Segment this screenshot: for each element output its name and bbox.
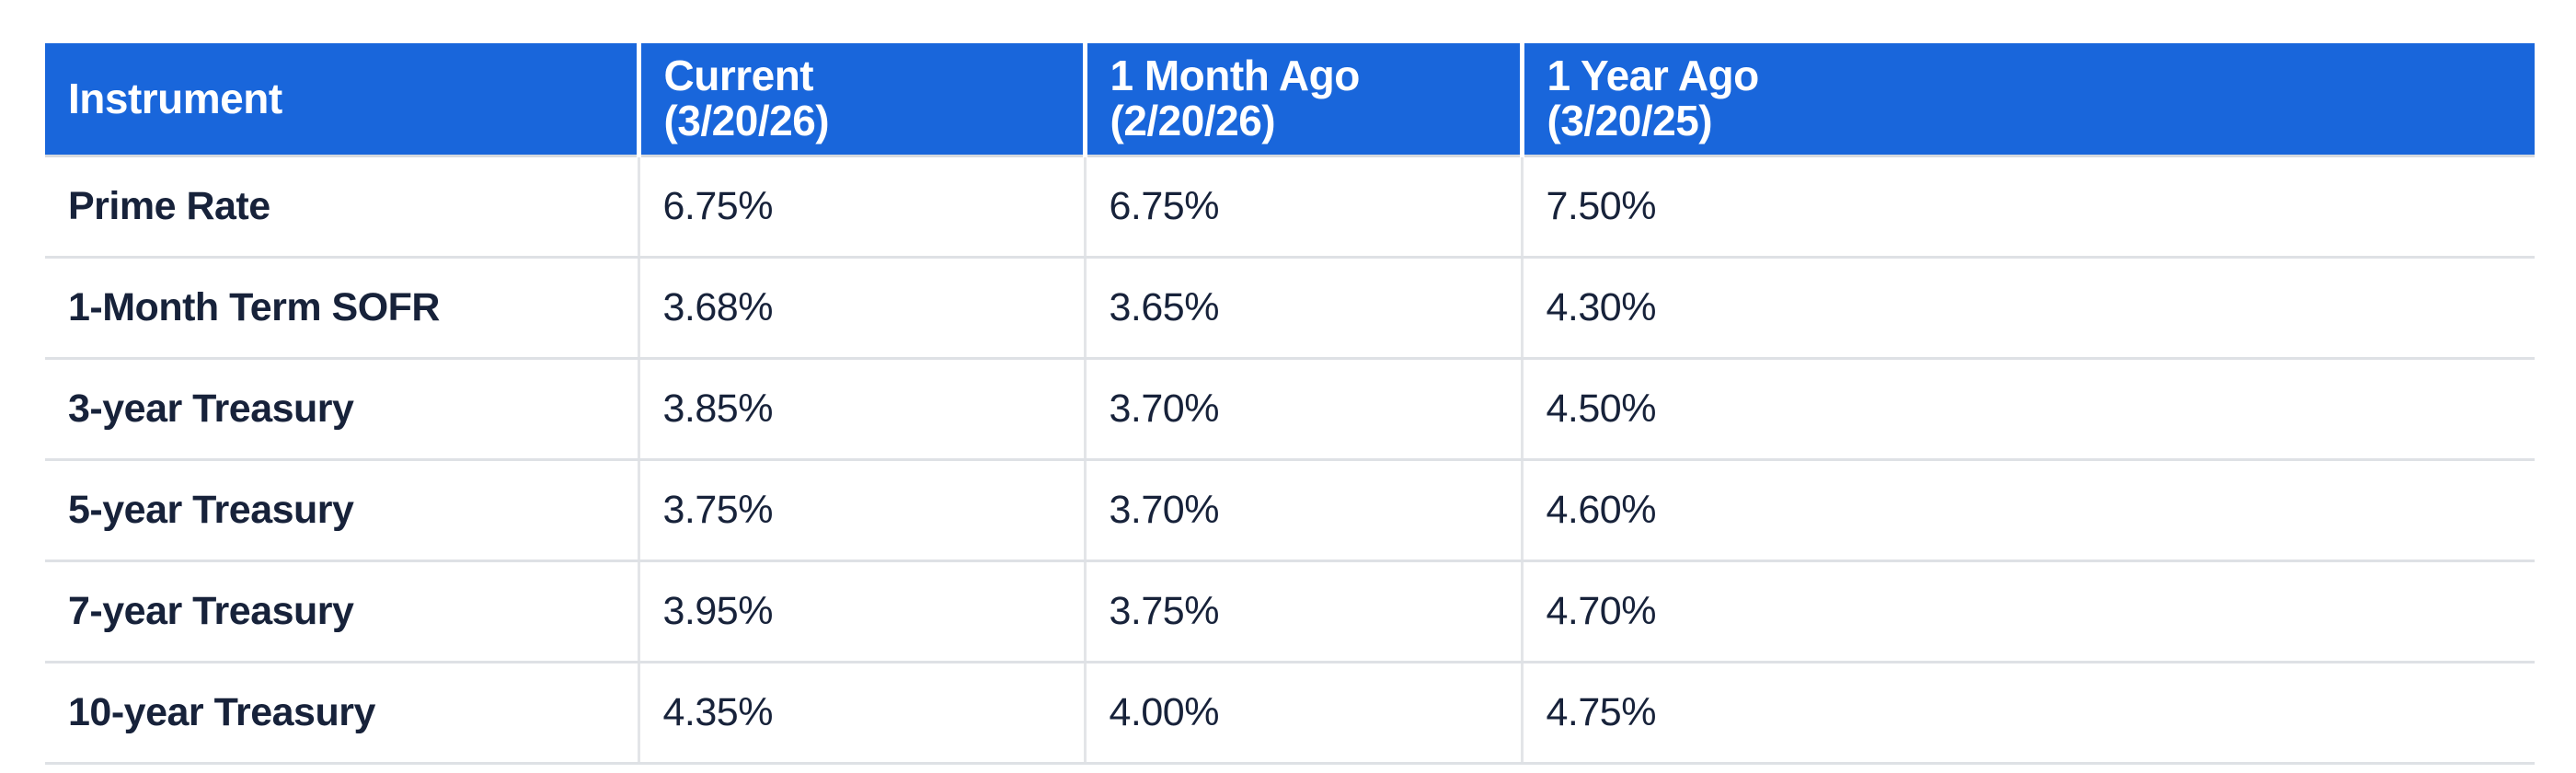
- table-row-1-month-term-sofr: 1-Month Term SOFR 3.68% 3.65% 4.30%: [45, 257, 2535, 360]
- rate-cell-month-ago: 3.65%: [1085, 257, 1524, 360]
- rate-cell-year-ago: 4.30%: [1522, 257, 2535, 360]
- rate-cell-current: 3.75%: [638, 459, 1087, 562]
- rate-cell-current: 4.35%: [638, 662, 1087, 765]
- rate-cell-year-ago: 7.50%: [1522, 156, 2535, 259]
- rates-table: Instrument Current (3/20/26) 1 Month Ago…: [45, 43, 2535, 765]
- rate-cell-current: 3.85%: [638, 358, 1087, 461]
- col-header-year-ago: 1 Year Ago (3/20/25): [1522, 43, 2535, 157]
- table-row-10-year-treasury: 10-year Treasury 4.35% 4.00% 4.75%: [45, 662, 2535, 765]
- rate-cell-current: 6.75%: [638, 156, 1087, 259]
- col-header-label: 1 Month Ago: [1110, 52, 1361, 100]
- instrument-cell: 7-year Treasury: [45, 560, 640, 663]
- table-row-5-year-treasury: 5-year Treasury 3.75% 3.70% 4.60%: [45, 459, 2535, 562]
- instrument-cell: 5-year Treasury: [45, 459, 640, 562]
- rate-cell-current: 3.68%: [638, 257, 1087, 360]
- rate-cell-year-ago: 4.50%: [1522, 358, 2535, 461]
- col-header-instrument: Instrument: [45, 43, 641, 157]
- header-row: Instrument Current (3/20/26) 1 Month Ago…: [45, 43, 2535, 157]
- instrument-cell: Prime Rate: [45, 156, 640, 259]
- rate-cell-month-ago: 6.75%: [1085, 156, 1524, 259]
- col-header-label: Instrument: [68, 74, 282, 122]
- col-header-date: (2/20/26): [1110, 97, 1276, 145]
- table-row-prime-rate: Prime Rate 6.75% 6.75% 7.50%: [45, 156, 2535, 259]
- rate-cell-year-ago: 4.75%: [1522, 662, 2535, 765]
- table-row-3-year-treasury: 3-year Treasury 3.85% 3.70% 4.50%: [45, 358, 2535, 461]
- table-row-7-year-treasury: 7-year Treasury 3.95% 3.75% 4.70%: [45, 560, 2535, 663]
- col-header-label: 1 Year Ago: [1547, 52, 1760, 100]
- rate-cell-month-ago: 3.75%: [1085, 560, 1524, 663]
- col-header-current: Current (3/20/26): [638, 43, 1087, 157]
- col-header-date: (3/20/26): [663, 97, 830, 145]
- instrument-cell: 10-year Treasury: [45, 662, 640, 765]
- rate-cell-month-ago: 3.70%: [1085, 459, 1524, 562]
- instrument-cell: 3-year Treasury: [45, 358, 640, 461]
- rate-cell-year-ago: 4.60%: [1522, 459, 2535, 562]
- instrument-cell: 1-Month Term SOFR: [45, 257, 640, 360]
- col-header-date: (3/20/25): [1547, 97, 1713, 145]
- col-header-label: Current: [663, 52, 814, 100]
- rate-cell-current: 3.95%: [638, 560, 1087, 663]
- rate-cell-year-ago: 4.70%: [1522, 560, 2535, 663]
- rate-cell-month-ago: 3.70%: [1085, 358, 1524, 461]
- col-header-month-ago: 1 Month Ago (2/20/26): [1085, 43, 1524, 157]
- rate-cell-month-ago: 4.00%: [1085, 662, 1524, 765]
